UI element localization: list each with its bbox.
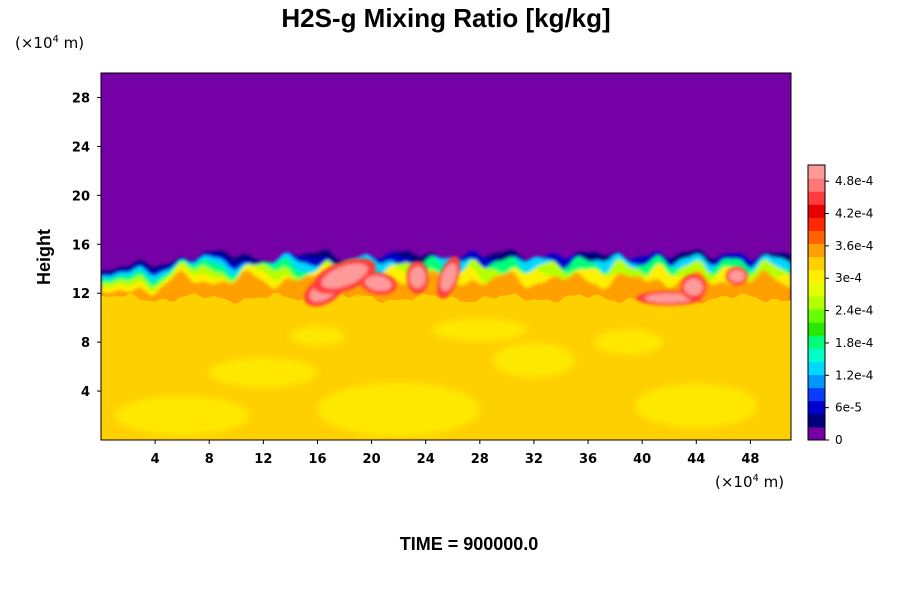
plot-area [101, 73, 791, 440]
colorbar-tick-label: 2.4e-4 [835, 304, 873, 318]
y-axis-label: Height [34, 229, 54, 285]
colorbar-tick-label: 1.2e-4 [835, 368, 873, 382]
peak-regions [304, 256, 748, 307]
chart-title: H2S-g Mixing Ratio [kg/kg] [281, 3, 610, 33]
lower-layer-patch [432, 318, 528, 341]
lower-layer-patch [635, 383, 758, 428]
x-axis-unit: (×104 m) [715, 473, 784, 491]
lower-layer-patch [114, 395, 250, 436]
peak-core [440, 263, 457, 292]
colorbar-tick-label: 3e-4 [835, 271, 862, 285]
x-tick-label: 24 [417, 452, 435, 467]
colorbar-tick-label: 4.8e-4 [835, 174, 873, 188]
colorbar-ticks: 0 6e-5 1.2e-4 1.8e-4 2.4e-4 3e-4 3.6e-4 4.2e-4 4… [825, 174, 873, 447]
colorbar-segment [808, 256, 825, 271]
colorbar-segment [808, 348, 825, 362]
peak-core [409, 266, 426, 289]
colorbar-segment [808, 243, 825, 258]
colorbar-segment [808, 361, 825, 376]
peak-core [321, 263, 368, 289]
plot-frame [100, 72, 792, 441]
colorbar-segment [808, 426, 825, 441]
colorbar-tick-label: 4.2e-4 [835, 207, 873, 221]
lower-layer-patch [317, 382, 480, 437]
colorbar-tick-label: 0 [835, 433, 843, 447]
lower-layer-patches [114, 318, 758, 437]
colorbar-segment [808, 269, 825, 284]
lower-layer-patch [594, 329, 663, 355]
colorbar-segment [808, 400, 825, 415]
colorbar-segment [808, 282, 825, 297]
colorbar-segment [808, 217, 825, 231]
y-axis-unit: (×104 m) [15, 34, 84, 52]
x-tick-label: 12 [254, 452, 272, 467]
colorbar-segment [808, 295, 825, 310]
lower-layer [101, 292, 791, 440]
x-tick-label: 8 [205, 452, 214, 467]
colorbar-segment [808, 374, 825, 389]
lower-layer-patch [209, 358, 318, 388]
colorbar-tick-label: 6e-5 [835, 401, 862, 415]
colorbar-tick-label: 1.8e-4 [835, 336, 873, 350]
colorbar-segment [808, 191, 825, 205]
y-axis-ticks: 4 8 12 16 20 24 28 [72, 91, 101, 400]
colorbar-segment [808, 230, 825, 245]
colorbar-segment [808, 204, 825, 218]
x-tick-label: 20 [363, 452, 381, 467]
x-tick-label: 32 [525, 452, 543, 467]
x-tick-label: 44 [687, 452, 705, 467]
y-tick-label: 28 [72, 91, 90, 106]
x-tick-label: 40 [633, 452, 651, 467]
colorbar-segment [808, 335, 825, 349]
y-tick-label: 4 [81, 385, 90, 400]
x-tick-label: 28 [471, 452, 489, 467]
peak-core [644, 293, 694, 303]
colorbar-frame [807, 164, 826, 441]
colorbar [807, 164, 826, 441]
colorbar-segment [808, 322, 825, 336]
y-tick-label: 12 [72, 287, 90, 302]
y-tick-label: 20 [72, 189, 90, 204]
colorbar-segment [808, 387, 825, 402]
y-tick-label: 8 [81, 336, 90, 351]
peak-core [364, 275, 392, 292]
x-tick-label: 4 [151, 452, 160, 467]
x-tick-label: 36 [579, 452, 597, 467]
peak-core [684, 278, 704, 296]
y-tick-label: 24 [72, 140, 90, 155]
lower-layer-patch [290, 326, 345, 346]
x-tick-label: 16 [308, 452, 326, 467]
x-tick-label: 48 [741, 452, 759, 467]
colorbar-tick-label: 3.6e-4 [835, 239, 873, 253]
peak-core [728, 269, 745, 283]
x-axis-ticks: 4 8 12 16 20 24 28 32 36 40 44 48 [151, 440, 759, 467]
colorbar-segment [808, 165, 825, 179]
colorbar-segment [808, 413, 825, 428]
time-label: TIME = 900000.0 [400, 534, 539, 554]
colorbar-segment [808, 309, 825, 323]
colorbar-segment [808, 178, 825, 192]
lower-layer-patch [493, 343, 575, 378]
y-tick-label: 16 [72, 238, 90, 253]
